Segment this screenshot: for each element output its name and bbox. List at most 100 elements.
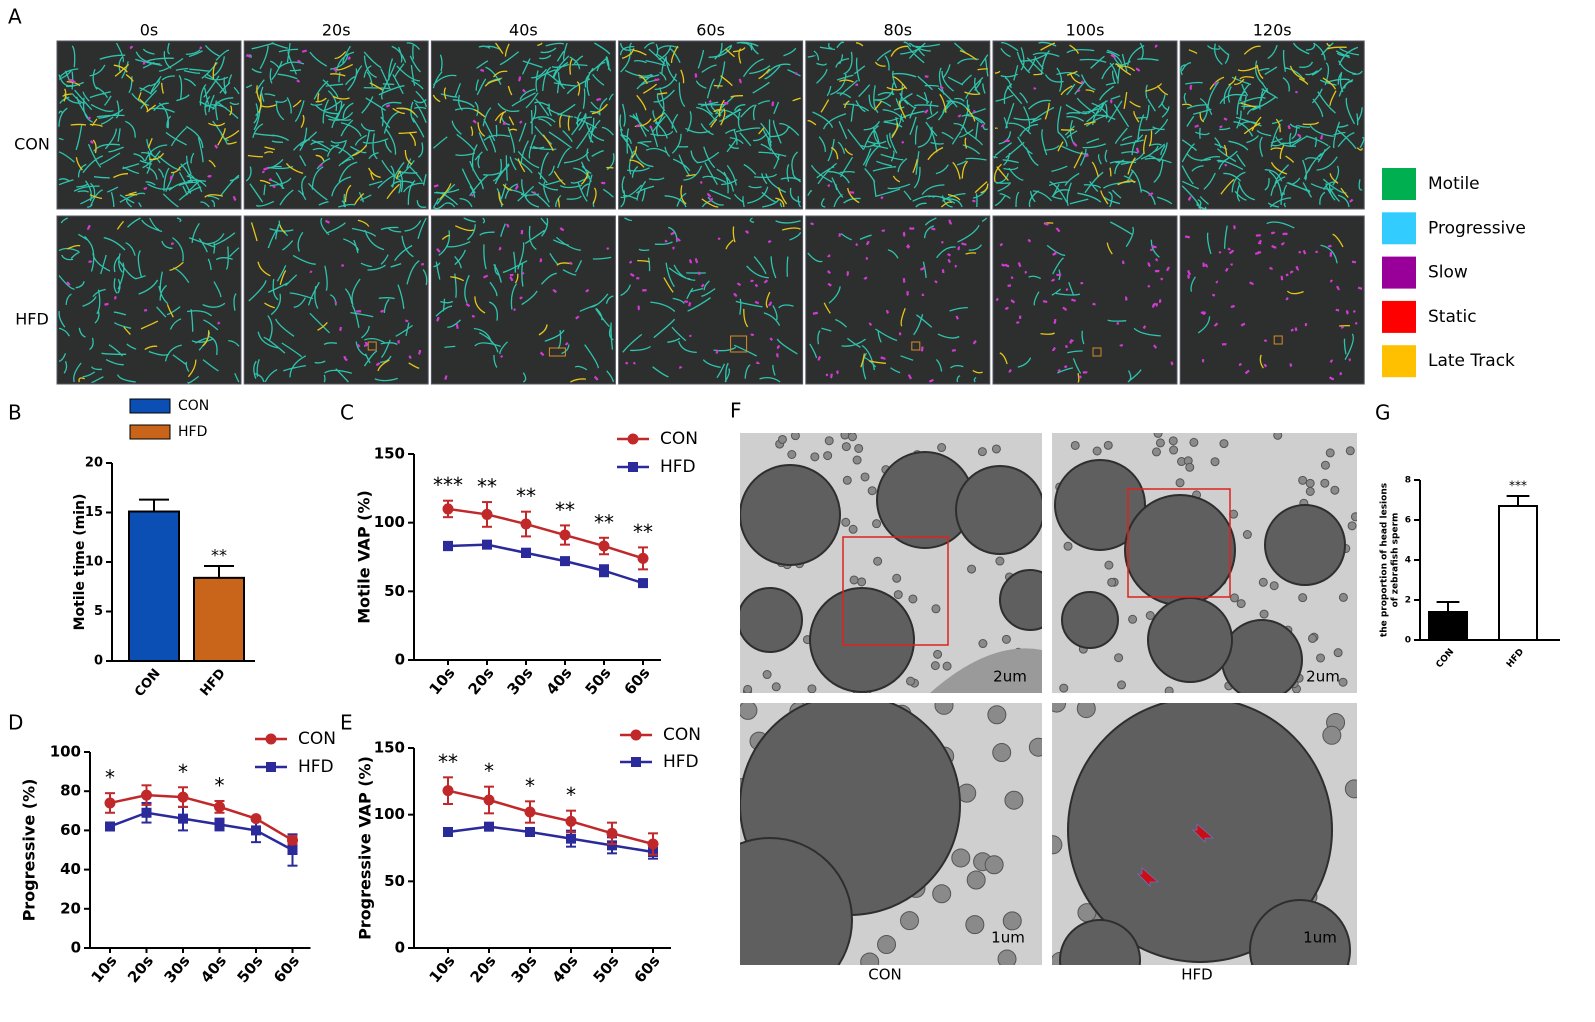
organelle (824, 436, 834, 446)
y-axis-label: the proportion of head lesions (1380, 483, 1390, 637)
organelle (1169, 445, 1179, 455)
y-tick-label: 4 (1405, 556, 1411, 566)
organelle (900, 911, 920, 931)
organelle (852, 455, 862, 465)
organelle (978, 639, 988, 649)
late-tracks (999, 222, 1113, 383)
legend-swatch (1382, 300, 1416, 333)
slow-tracks (1004, 44, 1158, 196)
organelle (951, 848, 971, 868)
panel-letter: D (8, 711, 23, 735)
organelle (1145, 610, 1155, 620)
selection-box (1273, 335, 1283, 345)
time-label: 40s (509, 21, 538, 40)
organelle (860, 472, 870, 482)
significance: ** (555, 498, 575, 522)
marker (104, 797, 116, 809)
organelle (762, 670, 772, 680)
organelle (847, 433, 857, 442)
organelle (1229, 593, 1239, 603)
marker (251, 825, 261, 836)
organelle (1298, 475, 1308, 485)
image-background (805, 215, 991, 385)
organelle (1298, 593, 1308, 603)
organelle (893, 590, 903, 600)
legend-swatch (1382, 212, 1416, 245)
late-tracks (62, 61, 240, 200)
organelle (1236, 599, 1246, 609)
significance: * (178, 760, 188, 784)
organelle (1210, 457, 1220, 467)
organelle (1307, 633, 1317, 643)
late-tracks (66, 220, 210, 383)
y-tick-label: 2 (1405, 596, 1411, 606)
slow-tracks (636, 72, 799, 202)
y-axis-label: Progressive VAP (%) (356, 756, 375, 940)
tracking-image (992, 215, 1178, 385)
organelle (740, 703, 758, 720)
image-background (56, 215, 242, 385)
significance: ** (477, 475, 497, 499)
series-line (447, 507, 644, 560)
legend-swatch (1382, 168, 1416, 200)
progressive-tracks (58, 42, 240, 208)
sperm-head (955, 465, 1042, 555)
organelle (1175, 478, 1185, 488)
time-label: 20s (322, 21, 351, 40)
marker (141, 789, 152, 801)
organelle (1052, 835, 1063, 855)
marker (250, 813, 262, 825)
significance: ** (516, 484, 536, 508)
organelle (810, 452, 820, 462)
cell-edge (930, 648, 1042, 693)
significance: * (105, 766, 115, 790)
organelle (848, 524, 858, 534)
organelle (1333, 648, 1343, 658)
selection-box (911, 341, 921, 351)
image-background (243, 215, 429, 385)
y-tick-label: 150 (374, 739, 405, 757)
organelle (1151, 447, 1161, 457)
organelle (1242, 530, 1252, 540)
legend-label: HFD (178, 424, 207, 440)
sperm-head (809, 587, 915, 693)
late-tracks (637, 226, 801, 328)
progressive-tracks (807, 217, 988, 383)
y-tick-label: 100 (374, 513, 405, 531)
slow-tracks (1184, 225, 1363, 381)
organelle (1114, 653, 1124, 663)
x-tick-label: 30s (161, 952, 194, 986)
organelle (991, 444, 1001, 454)
scale-bar-label: 2um (1306, 668, 1340, 686)
organelle (908, 594, 918, 604)
image-background (1179, 40, 1365, 210)
legend-label: CON (298, 729, 336, 749)
slow-tracks (246, 49, 391, 189)
organelle (934, 703, 954, 715)
organelle (1063, 541, 1073, 551)
organelle (965, 915, 985, 935)
organelle (1269, 581, 1279, 591)
organelle (743, 684, 753, 693)
progressive-tracks (433, 217, 615, 383)
sperm-head (740, 837, 853, 965)
x-tick-label: 60s (621, 664, 654, 698)
marker (443, 541, 453, 552)
x-tick-label: HFD (198, 666, 229, 699)
marker (566, 833, 576, 844)
legend-marker (627, 433, 639, 445)
organelle (790, 433, 800, 441)
y-tick-label: 5 (94, 604, 103, 619)
organelle (841, 517, 851, 527)
lesion-arrow (1192, 823, 1215, 843)
organelle (1002, 911, 1022, 931)
y-tick-label: 50 (384, 582, 405, 600)
organelle (1320, 460, 1330, 470)
tracking-image (430, 40, 616, 210)
marker (287, 845, 298, 855)
organelle (1004, 790, 1024, 810)
panel-letter: C (340, 401, 354, 425)
y-tick-label: 20 (60, 899, 81, 917)
organelle (930, 661, 940, 671)
series-line (109, 793, 294, 842)
